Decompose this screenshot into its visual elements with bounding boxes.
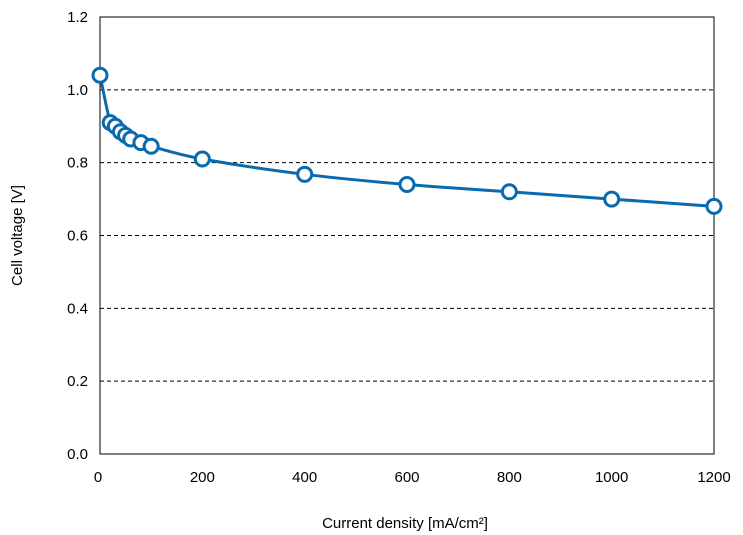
x-axis-label: Current density [mA/cm²] bbox=[322, 515, 488, 532]
series-markers bbox=[91, 66, 723, 215]
y-tick-label: 0.0 bbox=[67, 446, 88, 463]
y-tick-label: 0.2 bbox=[67, 373, 88, 390]
plot-area bbox=[99, 16, 715, 455]
data-point bbox=[142, 137, 160, 155]
y-tick-label: 0.6 bbox=[67, 228, 88, 245]
x-tick-label: 1200 bbox=[697, 469, 730, 486]
y-tick-label: 1.0 bbox=[67, 82, 88, 99]
x-tick-label: 200 bbox=[190, 469, 215, 486]
y-tick-label: 0.4 bbox=[67, 300, 88, 317]
x-tick-label: 600 bbox=[394, 469, 419, 486]
data-point bbox=[193, 150, 211, 168]
data-point bbox=[91, 66, 109, 84]
data-point bbox=[603, 190, 621, 208]
grid-lines bbox=[100, 89, 714, 382]
x-axis-ticks: 0 200 400 600 800 1000 1200 bbox=[94, 469, 731, 486]
data-point bbox=[500, 183, 518, 201]
x-tick-label: 0 bbox=[94, 469, 102, 486]
y-axis-ticks: 0.0 0.2 0.4 0.6 0.8 1.0 1.2 bbox=[67, 9, 88, 463]
data-point bbox=[398, 176, 416, 194]
x-tick-label: 800 bbox=[497, 469, 522, 486]
x-tick-label: 1000 bbox=[595, 469, 628, 486]
data-point bbox=[705, 197, 723, 215]
y-tick-label: 1.2 bbox=[67, 9, 88, 26]
y-tick-label: 0.8 bbox=[67, 155, 88, 172]
data-point bbox=[296, 165, 314, 183]
y-axis-label: Cell voltage [V] bbox=[9, 185, 26, 286]
x-tick-label: 400 bbox=[292, 469, 317, 486]
